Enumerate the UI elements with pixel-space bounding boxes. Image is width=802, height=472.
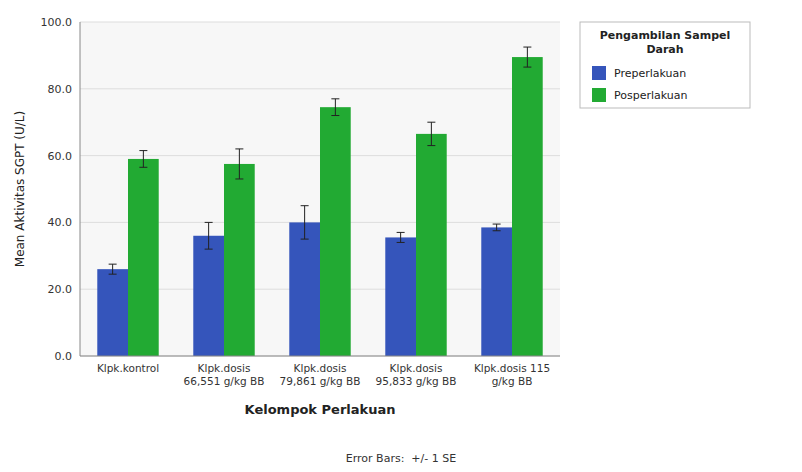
- text-line: Klpk.dosis 115: [474, 362, 550, 374]
- text-line: Klpk.dosis: [198, 362, 251, 374]
- grid-line: [80, 22, 560, 23]
- grid-line: [80, 88, 560, 89]
- text-line: 79,861 g/kg BB: [280, 375, 361, 387]
- error-bar: [523, 47, 531, 67]
- legend: Pengambilan SampelDarah Preperlakuan Pospe…: [580, 22, 750, 108]
- y-tick-label: 80.0: [48, 83, 73, 96]
- x-tick-label: Klpk.dosis79,861 g/kg BB: [280, 362, 361, 387]
- text-line: Klpk.dosis: [294, 362, 347, 374]
- error-bar: [109, 264, 117, 274]
- legend-title: Pengambilan SampelDarah: [600, 29, 731, 56]
- legend-frame: [580, 22, 750, 108]
- x-tick-label: Klpk.dosis95,833 g/kg BB: [376, 362, 457, 387]
- error-bar: [235, 149, 243, 179]
- grid-line: [80, 356, 560, 357]
- legend-swatch: [592, 66, 606, 80]
- y-tick-label: 60.0: [48, 150, 73, 163]
- error-bar: [493, 224, 501, 231]
- plot-area: [80, 22, 560, 356]
- x-tick-label: Klpk.kontrol: [97, 362, 159, 374]
- bar: [385, 237, 416, 356]
- bars: [97, 47, 542, 356]
- error-bar: [301, 206, 309, 239]
- x-tick-label: Klpk.dosis 115g/kg BB: [474, 362, 550, 387]
- error-bar: [205, 222, 213, 249]
- bar: [481, 227, 512, 356]
- text-line: 66,551 g/kg BB: [184, 375, 265, 387]
- x-axis-line: [80, 356, 560, 357]
- bar: [193, 236, 224, 356]
- text-line: Pengambilan Sampel: [600, 29, 731, 42]
- text-line: Darah: [646, 43, 683, 56]
- bar: [97, 269, 128, 356]
- legend-entry: Posperlakuan: [614, 89, 688, 102]
- text-line: Klpk.dosis: [390, 362, 443, 374]
- bar: [320, 107, 351, 356]
- y-axis-line: [80, 22, 81, 356]
- background: [0, 0, 802, 472]
- error-bar: [331, 99, 339, 116]
- y-axis-label: Mean Aktivitas SGPT (U/L): [13, 111, 27, 267]
- error-bar: [139, 151, 147, 168]
- y-tick-label: 20.0: [48, 283, 73, 296]
- text-line: g/kg BB: [492, 375, 533, 387]
- y-tick-label: 100.0: [41, 16, 73, 29]
- bar: [128, 159, 159, 356]
- bar: [512, 57, 543, 356]
- footnote: Error Bars: +/- 1 SE: [346, 452, 456, 465]
- error-bar: [397, 232, 405, 242]
- bar: [416, 134, 447, 356]
- y-tick-label: 40.0: [48, 216, 73, 229]
- x-axis-label: Kelompok Perlakuan: [245, 402, 396, 417]
- chart: 0.0 20.0 40.0 60.0 80.0 100.0 Klpk.kontrol Klpk…: [0, 0, 802, 472]
- text-line: Klpk.kontrol: [97, 362, 159, 374]
- legend-entry: Preperlakuan: [614, 67, 686, 80]
- y-tick-label: 0.0: [55, 350, 73, 363]
- legend-swatch: [592, 88, 606, 102]
- bar: [289, 222, 320, 356]
- x-tick-label: Klpk.dosis66,551 g/kg BB: [184, 362, 265, 387]
- error-bar: [427, 122, 435, 145]
- text-line: 95,833 g/kg BB: [376, 375, 457, 387]
- bar: [224, 164, 255, 356]
